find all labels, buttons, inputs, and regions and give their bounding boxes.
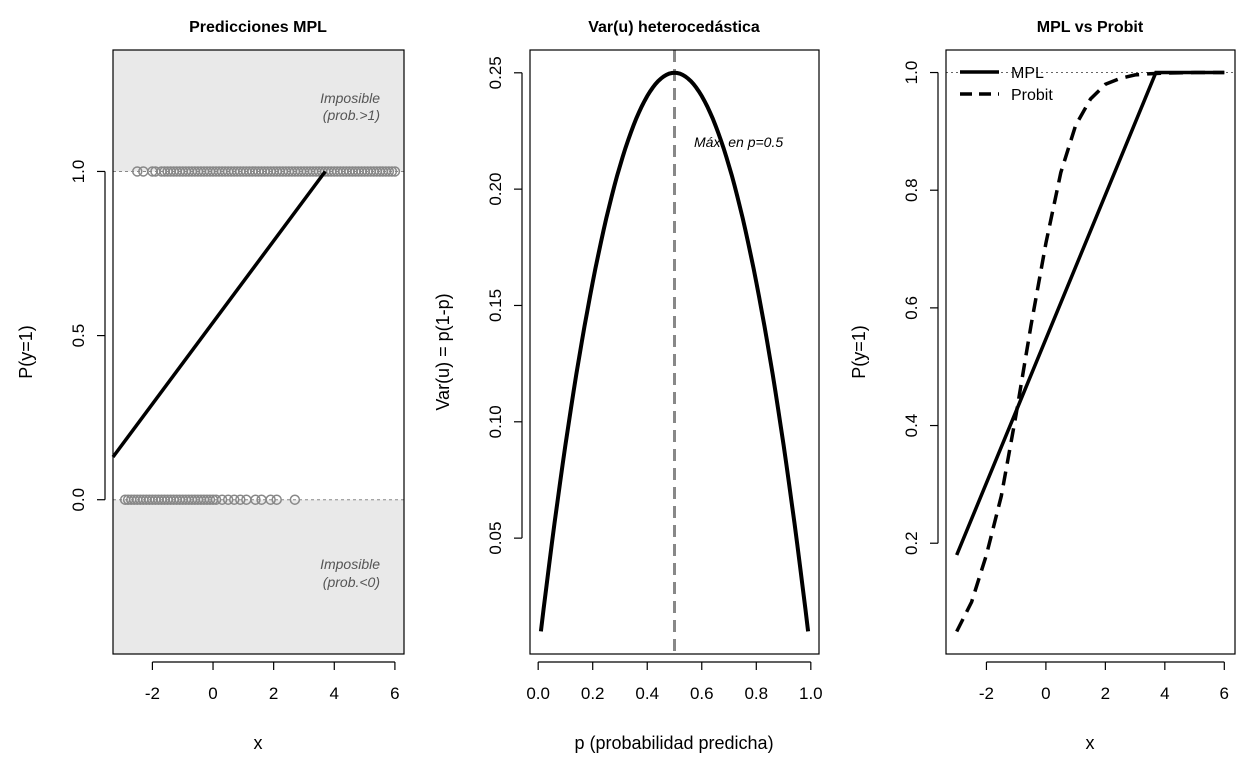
legend-mpl-label: MPL — [1011, 65, 1044, 82]
panel1-xtick-label: 4 — [330, 684, 339, 703]
panel3-xtick-label: 0 — [1041, 684, 1050, 703]
panel1-ytick-label: 1.0 — [69, 160, 88, 184]
panel-mpl-predictions: Predicciones MPL -2 0 2 4 6 0.0 0.5 1.0 Imposi… — [16, 19, 405, 753]
panel2-title: Var(u) heterocedástica — [588, 19, 760, 36]
panel2-xtick-label: 0.6 — [690, 684, 714, 703]
panel3-ytick-label: 0.4 — [902, 414, 921, 438]
panel1-ytick-label: 0.5 — [69, 324, 88, 348]
probit-curve — [955, 70, 1225, 633]
panel2-plot-frame — [529, 49, 820, 655]
panel2-ytick-label: 0.15 — [486, 289, 505, 322]
panel3-x-axis-label: x — [1086, 733, 1095, 753]
data-point-y0 — [250, 494, 261, 505]
mpl-fitted-line — [111, 170, 327, 459]
panel2-ytick-label: 0.10 — [486, 405, 505, 438]
panel3-ytick-label: 0.8 — [902, 178, 921, 202]
panel3-ytick-label: 0.6 — [902, 296, 921, 320]
panel1-xtick-label: -2 — [145, 684, 160, 703]
panel3-ytick-label: 1.0 — [902, 61, 921, 85]
panel-mpl-vs-probit: MPL vs Probit -2 0 2 4 6 0.2 0.4 0.6 0.8 1.0 MPL… — [849, 19, 1236, 753]
panel3-y-axis-label: P(y=1) — [849, 325, 869, 379]
panel3-legend: MPL Probit — [960, 65, 1053, 104]
data-point-y1 — [132, 166, 143, 177]
data-point-y0 — [216, 494, 228, 505]
panel1-y-axis-label: P(y=1) — [16, 325, 36, 379]
panel3-xtick-label: 2 — [1101, 684, 1110, 703]
panel2-y-axis-label: Var(u) = p(1-p) — [433, 293, 453, 410]
panel2-xtick-label: 0.2 — [581, 684, 605, 703]
panel1-plot-frame — [112, 49, 405, 655]
panel3-plot-frame — [945, 49, 1236, 655]
panel3-title: MPL vs Probit — [1037, 19, 1144, 36]
panel2-xtick-label: 0.4 — [635, 684, 659, 703]
data-point-y0 — [210, 494, 222, 505]
panel2-ytick-label: 0.20 — [486, 173, 505, 206]
panel3-xtick-label: 4 — [1160, 684, 1169, 703]
panel1-title: Predicciones MPL — [189, 19, 327, 36]
panel2-ytick-label: 0.05 — [486, 522, 505, 555]
data-point-y1 — [389, 166, 401, 177]
panel3-xtick-label: 6 — [1220, 684, 1229, 703]
panel2-xtick-label: 1.0 — [799, 684, 823, 703]
data-point-y0 — [289, 494, 301, 505]
panel1-xtick-label: 0 — [208, 684, 217, 703]
data-point-y1 — [383, 166, 395, 177]
legend-probit-label: Probit — [1011, 87, 1053, 104]
panel1-upper-shade-label-line2: (prob.>1) — [323, 107, 380, 123]
impossible-region-lower — [113, 499, 404, 654]
data-point-y0 — [265, 494, 276, 505]
panel2-xtick-label: 0.0 — [526, 684, 550, 703]
data-point-y0 — [271, 494, 282, 505]
panel3-xtick-label: -2 — [979, 684, 994, 703]
data-point-y0 — [222, 494, 234, 505]
panel2-x-axis-label: p (probabilidad predicha) — [574, 733, 773, 753]
impossible-region-upper — [113, 50, 404, 172]
panel2-xtick-label: 0.8 — [744, 684, 768, 703]
panel1-lower-shade-label-line2: (prob.<0) — [323, 574, 380, 590]
panel-variance: Var(u) heterocedástica 0.0 0.2 0.4 0.6 0.8 1.… — [433, 19, 823, 753]
mpl-curve — [955, 70, 1225, 556]
panel2-ytick-label: 0.25 — [486, 56, 505, 89]
panel1-lower-shade-label-line1: Imposible — [320, 556, 380, 572]
panel1-xtick-label: 2 — [269, 684, 278, 703]
variance-curve — [538, 70, 811, 632]
data-point-y0 — [204, 494, 216, 505]
panel2-max-annotation: Máx. en p=0.5 — [694, 134, 783, 150]
panel1-upper-shade-label-line1: Imposible — [320, 90, 380, 106]
data-point-y1 — [386, 166, 398, 177]
panel3-ytick-label: 0.2 — [902, 531, 921, 555]
panel1-ytick-label: 0.0 — [69, 488, 88, 512]
data-point-y0 — [229, 494, 240, 505]
panel1-x-axis-label: x — [254, 733, 263, 753]
data-point-y0 — [235, 494, 246, 505]
panel1-xtick-label: 6 — [390, 684, 399, 703]
